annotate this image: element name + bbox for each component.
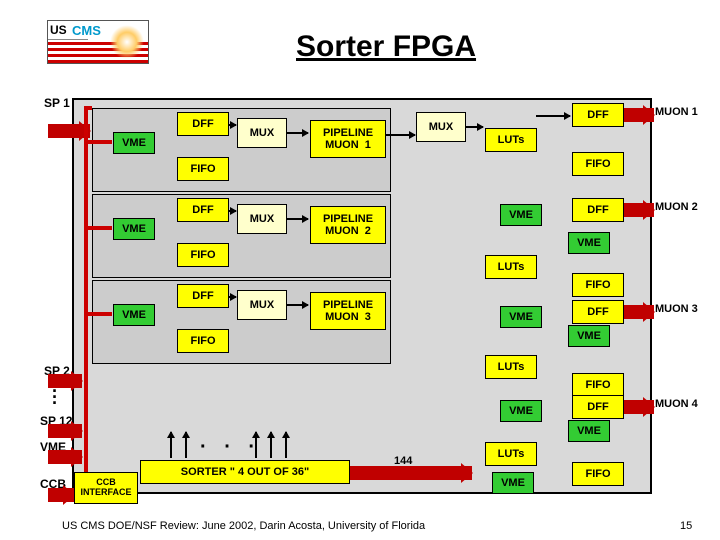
muon2-arrow (624, 203, 654, 217)
arr-mux3-pipe3 (286, 304, 308, 306)
muon4-arrow (624, 400, 654, 414)
arr-dff3-mux3 (228, 296, 236, 298)
pipe-1: PIPELINE MUON 1 (310, 120, 386, 158)
page-title: Sorter FPGA (296, 30, 476, 64)
luts-4: LUTs (485, 442, 537, 466)
page-number: 15 (680, 520, 692, 532)
logo-us: US (50, 23, 67, 37)
muon1-arrow (624, 108, 654, 122)
r-dff-4: DFF (572, 395, 624, 419)
muon3-label: MUON 3 (655, 303, 698, 315)
dff-3: DFF (177, 284, 229, 308)
sorter-out-arrow (350, 466, 472, 480)
vbus1 (84, 106, 88, 484)
pipe-up-4 (270, 432, 272, 458)
r-vme-3a: VME (500, 306, 542, 328)
arr-mux2-pipe2 (286, 218, 308, 220)
muon4-label: MUON 4 (655, 398, 698, 410)
fifo-3: FIFO (177, 329, 229, 353)
r-fifo-3: FIFO (572, 373, 624, 397)
dff-2: DFF (177, 198, 229, 222)
r-vme-2b: VME (568, 232, 610, 254)
ccb-interface: CCB INTERFACE (74, 472, 138, 504)
sorter-block: SORTER " 4 OUT OF 36" (140, 460, 350, 484)
arr-pipe1-mux (385, 134, 415, 136)
arr-mux-luts1 (465, 126, 483, 128)
pipe-up-2 (185, 432, 187, 458)
vme-br1 (88, 140, 112, 144)
sorter-dots: · · · (200, 436, 261, 459)
pipe-up-1 (170, 432, 172, 458)
logo: US CMS (47, 20, 149, 64)
muon1-label: MUON 1 (655, 106, 698, 118)
vme-in-2: VME (113, 218, 155, 240)
sp2-arrow (48, 374, 82, 388)
arr-dff2-mux2 (228, 210, 236, 212)
sp12-arrow (48, 424, 82, 438)
r-vme-2a: VME (500, 204, 542, 226)
r-vme-4a: VME (500, 400, 542, 422)
arr-dff1-mux1 (228, 124, 236, 126)
vme-br3 (88, 312, 112, 316)
vme-in-1: VME (113, 132, 155, 154)
vme-in-3: VME (113, 304, 155, 326)
pipe-2: PIPELINE MUON 2 (310, 206, 386, 244)
luts-3: LUTs (485, 355, 537, 379)
r-fifo-4: FIFO (572, 462, 624, 486)
fifo-2: FIFO (177, 243, 229, 267)
sp1-label: SP 1 (44, 96, 70, 110)
vme-br2 (88, 226, 112, 230)
ccb-arrow (48, 488, 74, 502)
mux-3: MUX (237, 290, 287, 320)
r-dff-2: DFF (572, 198, 624, 222)
pipe-up-3 (255, 432, 257, 458)
muon3-arrow (624, 305, 654, 319)
arr-mux1-pipe1 (286, 132, 308, 134)
r-dff-1: DFF (572, 103, 624, 127)
mux-2: MUX (237, 204, 287, 234)
r-dff-3: DFF (572, 300, 624, 324)
arr-luts1-dff1 (536, 115, 570, 117)
r-fifo-1: FIFO (572, 152, 624, 176)
luts-1: LUTs (485, 128, 537, 152)
fifo-1: FIFO (177, 157, 229, 181)
muon2-label: MUON 2 (655, 201, 698, 213)
r-fifo-2: FIFO (572, 273, 624, 297)
hbus-top (84, 106, 92, 110)
r-vme-3b: VME (568, 325, 610, 347)
r-vme-4c: VME (492, 472, 534, 494)
pipe-up-5 (285, 432, 287, 458)
logo-cms: CMS (72, 23, 101, 38)
mux-1: MUX (237, 118, 287, 148)
dff-1: DFF (177, 112, 229, 136)
vme-arrow (48, 450, 82, 464)
footer-text: US CMS DOE/NSF Review: June 2002, Darin … (62, 520, 425, 532)
mux-center: MUX (416, 112, 466, 142)
pipe-3: PIPELINE MUON 3 (310, 292, 386, 330)
luts-2: LUTs (485, 255, 537, 279)
r-vme-4b: VME (568, 420, 610, 442)
